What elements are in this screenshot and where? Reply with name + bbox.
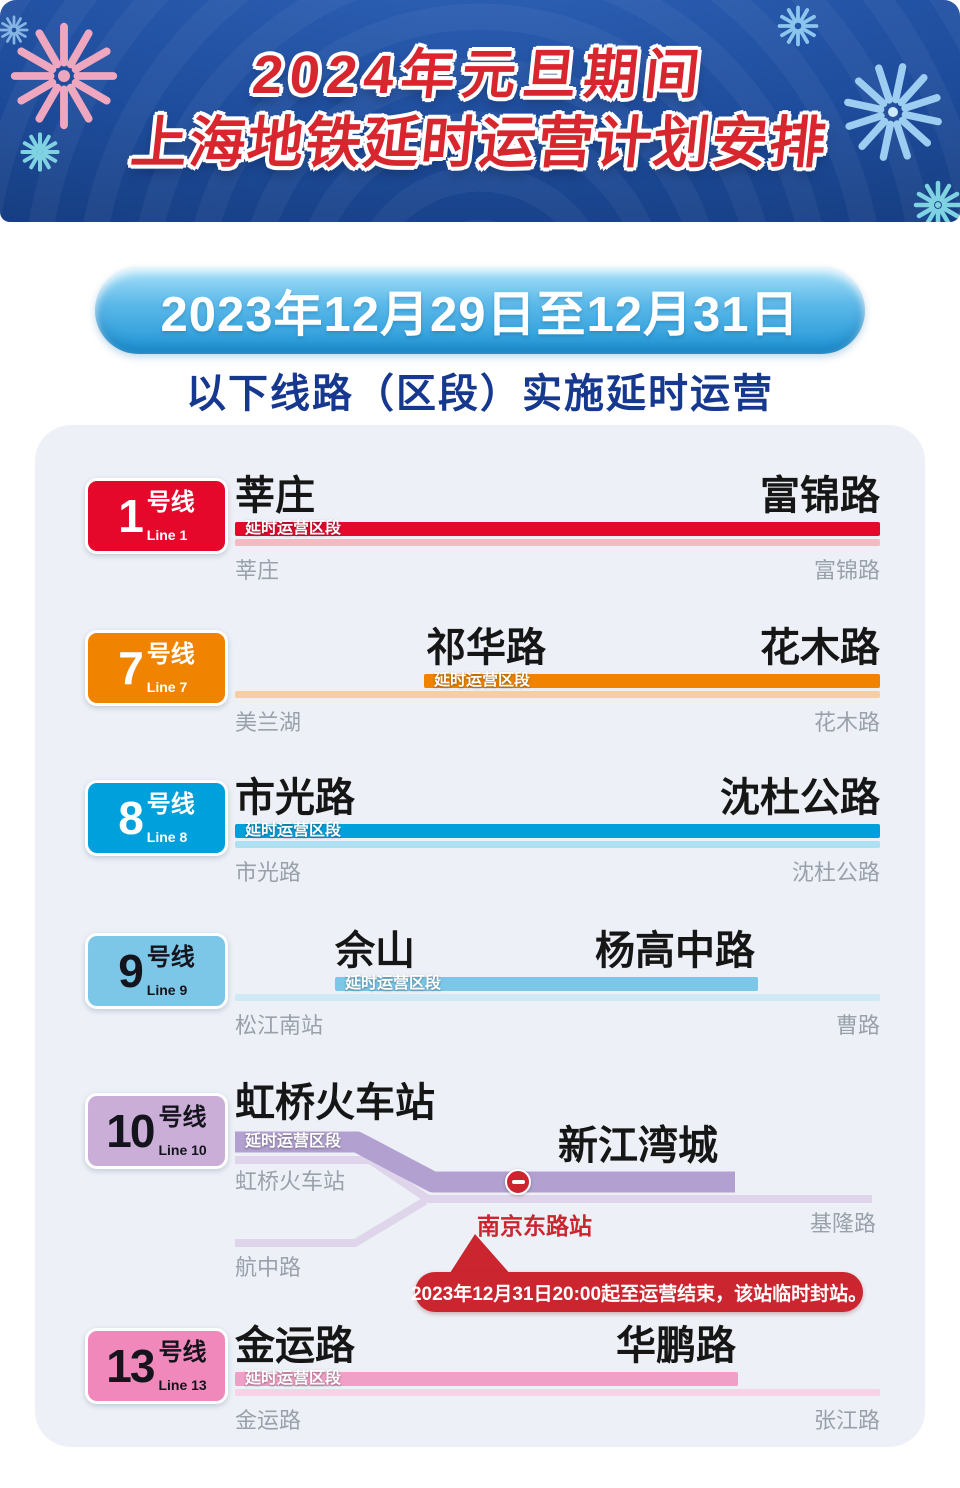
- line-1-extended-segment-label: 延时运营区段: [245, 520, 342, 537]
- line-8-extended-bar: [235, 824, 880, 838]
- line-10-full-line: [235, 1156, 872, 1203]
- line-7-full-line: [235, 691, 880, 698]
- line-13-number: 13: [106, 1340, 155, 1392]
- line-13-row: 13 号线 Line 13 金运路 华鹏路 延时运营区段 金运路 张江路: [0, 1325, 960, 1437]
- firework-cyan-small-icon: [22, 134, 57, 169]
- line-7-full-from-station: 美兰湖: [235, 710, 302, 735]
- line-10-full-from-station: 虹桥火车站: [235, 1169, 346, 1194]
- line-10-branch-station: 航中路: [235, 1255, 302, 1280]
- line-9-extended-bar: [335, 977, 758, 991]
- line-10-extended-segment-label: 延时运营区段: [245, 1133, 342, 1150]
- line-13-full-line: [235, 1389, 880, 1396]
- station-closed-icon: [505, 1169, 531, 1195]
- line-8-row: 8 号线 Line 8 市光路 沈杜公路 延时运营区段 市光路 沈杜公路: [0, 777, 960, 889]
- line-9-full-line: [235, 994, 880, 1001]
- fireworks-decoration: [0, 5, 960, 222]
- line-7-name-en: Line 7: [146, 679, 188, 695]
- line-13-full-to-station: 张江路: [813, 1408, 880, 1433]
- firework-blue-large-icon: [838, 57, 948, 167]
- line-8-badge: 8 号线 Line 8: [85, 780, 228, 856]
- line-1-full-to-station: 富锦路: [813, 558, 880, 583]
- header-banner: 2024年元旦期间 上海地铁延时运营计划安排: [0, 0, 960, 222]
- line-13-extended-bar: [235, 1372, 738, 1386]
- firework-cyan-corner-icon: [916, 183, 960, 222]
- line-1-unit: 号线: [146, 489, 195, 516]
- line-8-full-to-station: 沈杜公路: [791, 860, 880, 885]
- line-7-number: 7: [118, 642, 144, 694]
- line-9-badge: 9 号线 Line 9: [85, 933, 228, 1009]
- line-9-row: 9 号线 Line 9 佘山 杨高中路 延时运营区段 松江南站 曹路: [0, 930, 960, 1042]
- line-8-ext-to-station: 沈杜公路: [720, 776, 880, 820]
- line-10-number: 10: [106, 1105, 155, 1157]
- line-9-full-from-station: 松江南站: [235, 1013, 324, 1038]
- line-7-ext-from-station: 祁华路: [426, 626, 546, 670]
- line-13-ext-from-station: 金运路: [235, 1324, 355, 1368]
- line-9-number: 9: [118, 945, 144, 997]
- line-7-ext-to-station: 花木路: [760, 626, 880, 670]
- line-9-ext-from-station: 佘山: [335, 929, 415, 973]
- line-10-row: 10 号线 Line 10 虹桥火车站 新江湾城 延时运营区段 虹桥火车站 航中路…: [0, 1060, 960, 1325]
- line-8-unit: 号线: [146, 791, 195, 818]
- line-13-name-en: Line 13: [158, 1377, 207, 1393]
- line-1-extended-bar: [235, 522, 880, 536]
- closed-station-name: 南京东路站: [477, 1213, 592, 1239]
- line-7-row: 7 号线 Line 7 祁华路 花木路 延时运营区段 美兰湖 花木路: [0, 627, 960, 739]
- line-8-extended-segment-label: 延时运营区段: [245, 822, 342, 839]
- line-1-full-line: [235, 539, 880, 546]
- line-9-ext-to-station: 杨高中路: [595, 929, 755, 973]
- closed-station-note: 2023年12月31日20:00起至运营结束，该站临时封站。: [411, 1272, 867, 1312]
- line-10-route-diagram: [235, 1131, 872, 1276]
- line-9-full-to-station: 曹路: [835, 1013, 880, 1038]
- line-13-ext-to-station: 华鹏路: [616, 1324, 736, 1368]
- line-7-badge: 7 号线 Line 7: [85, 630, 228, 706]
- line-7-unit: 号线: [146, 641, 195, 668]
- line-10-badge: 10 号线 Line 10: [85, 1093, 228, 1169]
- line-8-full-from-station: 市光路: [235, 860, 302, 885]
- line-8-name-en: Line 8: [146, 829, 188, 845]
- line-8-full-line: [235, 841, 880, 848]
- line-9-unit: 号线: [146, 944, 195, 971]
- firework-pink-icon: [15, 27, 114, 126]
- line-10-branch-line: [235, 1197, 428, 1247]
- line-13-extended-segment-label: 延时运营区段: [245, 1370, 342, 1387]
- line-7-extended-bar: [424, 674, 880, 688]
- line-10-ext-to-station: 新江湾城: [558, 1124, 718, 1168]
- header-title-line2: 上海地铁延时运营计划安排: [128, 111, 831, 174]
- line-1-number: 1: [118, 490, 144, 542]
- line-8-ext-from-station: 市光路: [235, 776, 355, 820]
- date-range-banner: 2023年12月29日至12月31日: [95, 267, 865, 354]
- subtitle: 以下线路（区段）实施延时运营: [186, 372, 774, 416]
- line-13-badge: 13 号线 Line 13: [85, 1328, 228, 1404]
- line-13-unit: 号线: [158, 1339, 207, 1366]
- line-10-name-en: Line 10: [158, 1142, 207, 1158]
- line-9-extended-segment-label: 延时运营区段: [345, 975, 442, 992]
- line-10-full-to-station: 基隆路: [809, 1211, 876, 1236]
- line-8-number: 8: [118, 792, 144, 844]
- line-7-extended-segment-label: 延时运营区段: [434, 672, 531, 689]
- line-10-extended-bar: [235, 1131, 735, 1193]
- line-10-unit: 号线: [158, 1104, 207, 1131]
- line-1-ext-to-station: 富锦路: [760, 474, 880, 518]
- line-13-full-from-station: 金运路: [235, 1408, 302, 1433]
- line-1-ext-from-station: 莘庄: [235, 474, 315, 518]
- line-1-badge: 1 号线 Line 1: [85, 478, 228, 554]
- line-7-full-to-station: 花木路: [813, 710, 880, 735]
- line-1-row: 1 号线 Line 1 莘庄 富锦路 延时运营区段 莘庄 富锦路: [0, 475, 960, 587]
- line-1-full-from-station: 莘庄: [235, 558, 280, 583]
- callout-tail: [448, 1234, 512, 1276]
- line-10-ext-from-station: 虹桥火车站: [235, 1081, 435, 1125]
- line-9-name-en: Line 9: [146, 982, 188, 998]
- line-1-name-en: Line 1: [146, 527, 188, 543]
- no-entry-dash: [511, 1180, 525, 1184]
